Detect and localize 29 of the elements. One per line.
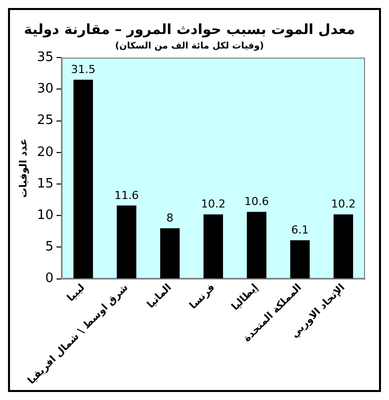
data-label: 6.1 — [291, 224, 309, 237]
y-tick-label: 0 — [45, 271, 54, 286]
y-tick-label: 30 — [36, 82, 54, 97]
y-tick-label: 5 — [45, 240, 54, 255]
x-tick-label: المانيا — [145, 282, 174, 311]
x-tick-label: فرنسا — [188, 282, 218, 312]
y-tick-label: 10 — [36, 208, 54, 224]
bar — [246, 212, 266, 278]
y-tick-label: 20 — [36, 144, 54, 160]
bar — [160, 228, 180, 278]
y-axis-title: عدد الوفيات — [18, 138, 30, 198]
data-label: 10.2 — [331, 198, 356, 211]
y-tick-label: 15 — [36, 176, 54, 192]
y-tick-label: 25 — [36, 113, 54, 128]
data-label: 11.6 — [114, 188, 139, 202]
x-tick-label: ليبيا — [65, 282, 88, 304]
bar — [116, 206, 136, 278]
data-label: 10.6 — [244, 195, 269, 208]
y-tick-label: 35 — [36, 50, 54, 65]
data-label: 10.2 — [201, 198, 226, 211]
data-label: 8 — [166, 212, 174, 225]
chart-subtitle: (وفيات لكل مائة الف من السكان) — [115, 42, 264, 52]
chart-title: معدل الموت بسبب حوادث المرور – مقارنة دولية — [24, 22, 356, 38]
bar — [334, 214, 354, 278]
data-label: 31.5 — [70, 63, 96, 76]
bar — [290, 240, 310, 278]
bar — [73, 80, 93, 278]
bar — [204, 214, 224, 278]
x-tick-label: إيطاليا — [230, 282, 261, 313]
